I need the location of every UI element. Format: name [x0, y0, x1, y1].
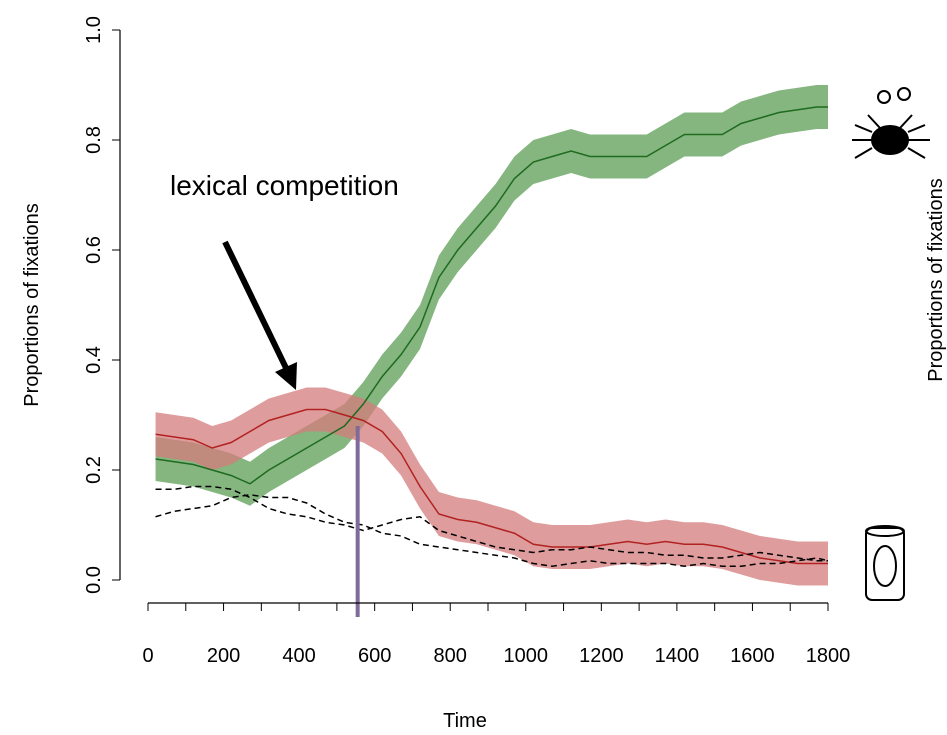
icon-part	[877, 90, 891, 104]
icon-part	[897, 87, 911, 101]
x-axis-label: Time	[443, 710, 487, 732]
annotation: lexical competition	[170, 170, 399, 201]
annotation-arrow	[222, 240, 297, 390]
y-tick-label: 0.2	[83, 456, 105, 484]
series-line	[155, 485, 828, 562]
x-tick-label: 1800	[806, 645, 851, 667]
y2-axis-label: Proportions of fixations	[925, 178, 947, 381]
icon-part	[865, 525, 905, 537]
icon-part	[871, 125, 909, 155]
x-tick-label: 1600	[730, 645, 775, 667]
icon-part	[873, 545, 897, 587]
x-tick-label: 0	[142, 645, 153, 667]
y-tick-label: 0.8	[83, 126, 105, 154]
series-line	[155, 408, 828, 565]
confidence-band	[155, 387, 829, 586]
crab-icon	[852, 87, 930, 159]
icon-part	[852, 114, 930, 159]
icon-part	[865, 527, 905, 601]
y-tick-label: 0.0	[83, 566, 105, 594]
arrow-head	[275, 362, 297, 390]
y-tick-label: 1.0	[83, 16, 105, 44]
can-icon	[865, 525, 905, 601]
x-tick-label: 1000	[504, 645, 549, 667]
plot-area	[155, 85, 829, 617]
y-axis-label: Proportions of fixations	[21, 203, 43, 406]
y-tick-label: 0.6	[83, 236, 105, 264]
x-tick-label: 1200	[579, 645, 624, 667]
series-line	[155, 106, 828, 485]
arrow-shaft	[222, 240, 290, 372]
series-line	[155, 493, 829, 568]
x-tick-label: 200	[207, 645, 240, 667]
x-tick-label: 400	[282, 645, 315, 667]
y-tick-label: 0.4	[83, 346, 105, 374]
x-tick-label: 800	[434, 645, 467, 667]
x-tick-label: 1400	[655, 645, 700, 667]
x-tick-label: 600	[358, 645, 391, 667]
